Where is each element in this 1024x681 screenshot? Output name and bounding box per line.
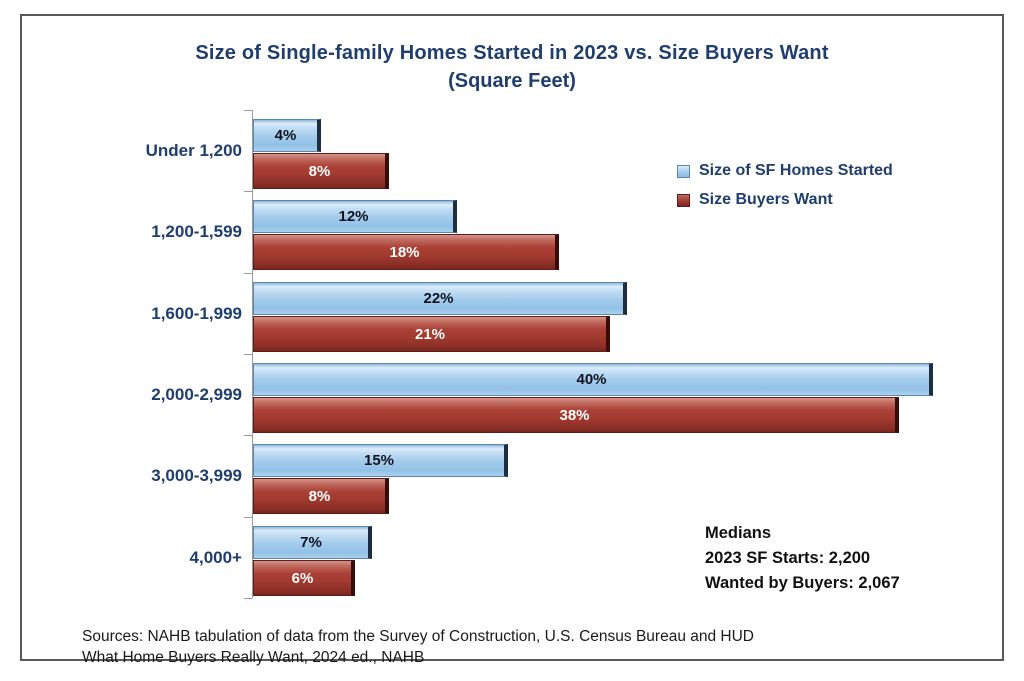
- category-label: 4,000+: [189, 548, 242, 567]
- bar-value-label: 38%: [559, 406, 590, 424]
- sources-line-1: Sources: NAHB tabulation of data from th…: [82, 628, 754, 645]
- axis-tick: [244, 273, 252, 274]
- bar-started: 15%: [253, 444, 508, 477]
- bar-value-label: 15%: [363, 452, 395, 469]
- bar-value-label: 40%: [576, 371, 607, 388]
- plot-area: Under 1,200 4% 8% 1,200-1,599 12% 18% 1,600-1,…: [22, 16, 1002, 659]
- y-axis-line: [252, 110, 253, 598]
- bar-value-label: 21%: [414, 325, 446, 343]
- category-label: 1,600-1,999: [151, 304, 242, 323]
- medians-annotation: Medians 2023 SF Starts: 2,200 Wanted by …: [705, 521, 900, 596]
- medians-wanted-value: Wanted by Buyers: 2,067: [705, 574, 900, 592]
- legend: Size of SF Homes Started Size Buyers Wan…: [677, 162, 893, 209]
- bar-value-label: 18%: [389, 243, 420, 261]
- bar-started: 40%: [253, 363, 933, 396]
- legend-swatch-started-icon: [677, 164, 690, 178]
- bar-want: 8%: [253, 478, 389, 514]
- bar-started: 7%: [253, 526, 372, 559]
- bar-started: 4%: [253, 119, 321, 152]
- category-label: 1,200-1,599: [151, 222, 242, 241]
- legend-item-started: Size of SF Homes Started: [677, 162, 893, 180]
- category-label: 3,000-3,999: [151, 466, 242, 485]
- chart-subtitle: (Square Feet): [448, 70, 576, 92]
- legend-label-want: Size Buyers Want: [699, 191, 833, 208]
- bar-want: 18%: [253, 234, 559, 270]
- bar-value-label: 8%: [308, 487, 331, 505]
- axis-tick: [244, 354, 252, 355]
- category-label: Under 1,200: [145, 141, 242, 160]
- sources-note: Sources: NAHB tabulation of data from th…: [82, 626, 754, 668]
- chart-title: Size of Single-family Homes Started in 2…: [195, 42, 829, 64]
- medians-starts-value: 2023 SF Starts: 2,200: [705, 549, 871, 567]
- chart-frame: Size of Single-family Homes Started in 2…: [20, 14, 1004, 666]
- bar-started: 22%: [253, 282, 627, 315]
- bar-want: 6%: [253, 560, 355, 596]
- bar-want: 38%: [253, 397, 899, 433]
- legend-swatch-want-icon: [677, 193, 690, 207]
- bar-value-label: 4%: [274, 127, 297, 144]
- axis-tick: [244, 110, 252, 111]
- bar-want: 21%: [253, 316, 610, 352]
- axis-tick: [244, 435, 252, 436]
- legend-item-want: Size Buyers Want: [677, 191, 893, 209]
- bar-value-label: 22%: [423, 290, 454, 307]
- axis-tick: [244, 191, 252, 192]
- bar-value-label: 8%: [308, 162, 331, 180]
- bar-value-label: 12%: [338, 208, 369, 225]
- category-label: 2,000-2,999: [151, 385, 242, 404]
- axis-tick: [244, 517, 252, 518]
- medians-title: Medians: [705, 524, 772, 542]
- bar-value-label: 7%: [300, 534, 322, 551]
- bar-value-label: 6%: [291, 569, 314, 587]
- legend-label-started: Size of SF Homes Started: [699, 162, 893, 179]
- bar-want: 8%: [253, 153, 389, 189]
- bar-started: 12%: [253, 200, 457, 233]
- sources-line-2: What Home Buyers Really Want, 2024 ed., …: [82, 649, 425, 666]
- axis-tick: [244, 598, 252, 599]
